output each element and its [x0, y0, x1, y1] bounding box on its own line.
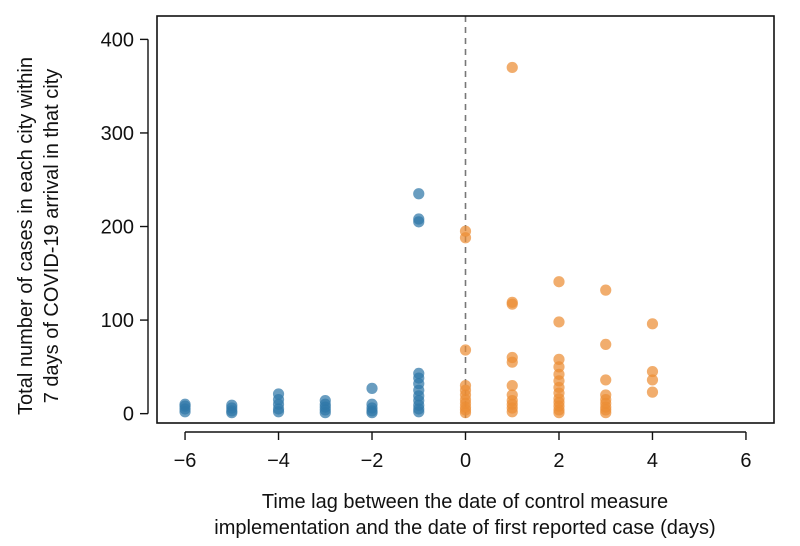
x-tick-label: 6	[740, 450, 751, 472]
x-tick-label: −2	[361, 450, 384, 472]
data-point	[507, 62, 518, 73]
y-tick-label: 400	[101, 29, 134, 51]
y-axis-title-line: Total number of cases in each city withi…	[15, 57, 37, 415]
data-point	[507, 297, 518, 308]
data-point	[366, 383, 377, 394]
data-point	[600, 285, 611, 296]
axes-layer: −6 −4 −2 0 2 4 6 0 100 200 300 400	[101, 29, 752, 472]
data-point	[460, 344, 471, 355]
x-tick-label: −6	[174, 450, 197, 472]
y-tick-label: 0	[123, 404, 134, 426]
data-point	[413, 368, 424, 379]
data-point	[366, 399, 377, 410]
x-tick-label: 4	[647, 450, 658, 472]
data-point	[460, 226, 471, 237]
data-point	[413, 213, 424, 224]
data-point	[179, 399, 190, 410]
data-point	[273, 388, 284, 399]
data-point	[600, 339, 611, 350]
x-axis-title: Time lag between the date of control mea…	[214, 491, 715, 539]
data-point	[600, 374, 611, 385]
y-axis-title-line: 7 days of COVID-19 arrival in that city	[41, 69, 63, 404]
data-point	[647, 366, 658, 377]
data-point	[413, 188, 424, 199]
data-point	[507, 380, 518, 391]
data-point	[600, 389, 611, 400]
data-point	[460, 380, 471, 391]
data-point	[553, 276, 564, 287]
data-point	[553, 354, 564, 365]
data-points-layer	[179, 62, 658, 418]
data-point	[507, 352, 518, 363]
data-point	[647, 387, 658, 398]
x-tick-label: 0	[460, 450, 471, 472]
data-point	[553, 316, 564, 327]
y-tick-label: 300	[101, 123, 134, 145]
y-tick-label: 200	[101, 217, 134, 239]
y-tick-label: 100	[101, 310, 134, 332]
x-axis-title-line: Time lag between the date of control mea…	[262, 491, 668, 513]
x-tick-label: −4	[267, 450, 290, 472]
y-axis-title: Total number of cases in each city withi…	[15, 57, 63, 415]
x-axis-title-line: implementation and the date of first rep…	[214, 517, 715, 539]
data-point	[647, 318, 658, 329]
x-tick-label: 2	[553, 450, 564, 472]
data-point	[320, 395, 331, 406]
data-point	[226, 400, 237, 411]
